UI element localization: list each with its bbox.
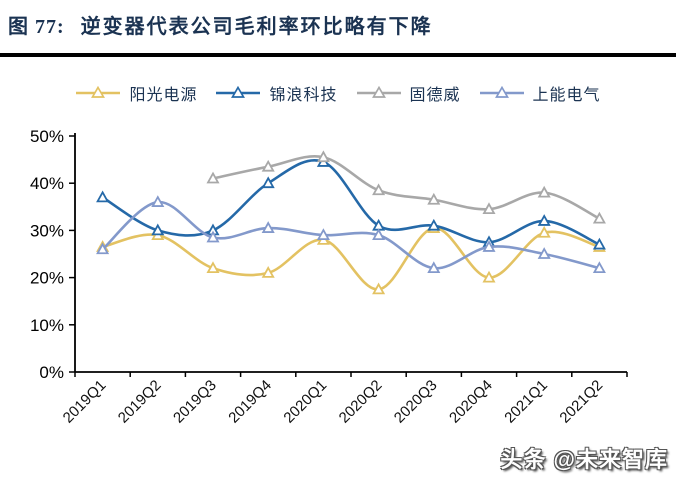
legend-swatch-icon xyxy=(216,86,261,98)
series-line-1 xyxy=(101,159,600,246)
data-point-marker xyxy=(427,261,441,274)
legend-label: 锦浪科技 xyxy=(269,87,338,104)
legend-item-2: 固德威 xyxy=(356,81,461,105)
data-point-marker xyxy=(592,261,606,274)
data-point-marker xyxy=(316,228,330,241)
chart-legend: 阳光电源 锦浪科技 固德威 上能电气 xyxy=(0,79,676,107)
series-line-2 xyxy=(212,155,600,220)
data-point-marker xyxy=(151,223,165,236)
y-tick-label-0%: 0% xyxy=(39,363,64,382)
data-point-marker xyxy=(372,183,386,196)
y-tick-label-40%: 40% xyxy=(30,174,64,193)
watermark: 头条 @未来智库 xyxy=(500,447,668,472)
data-point-marker xyxy=(427,218,441,231)
x-tick-label-2020Q4: 2020Q4 xyxy=(446,377,496,427)
legend-item-1: 锦浪科技 xyxy=(215,81,337,105)
legend-item-0: 阳光电源 xyxy=(75,81,197,105)
data-point-marker xyxy=(261,221,275,233)
x-tick-label-2020Q1: 2020Q1 xyxy=(280,377,330,427)
legend-label: 固德威 xyxy=(409,87,461,104)
x-tick-label-2019Q2: 2019Q2 xyxy=(115,377,165,427)
x-tick-label-2019Q1: 2019Q1 xyxy=(60,377,110,427)
data-point-marker xyxy=(261,176,275,189)
x-tick-label-2020Q3: 2020Q3 xyxy=(391,377,441,427)
line-chart: 0% 10% 20% 30% 40% 50% 2019Q1 2019Q2 2019Q3 2019Q… xyxy=(30,127,628,427)
legend-label: 阳光电源 xyxy=(129,87,198,104)
data-point-marker xyxy=(96,242,110,255)
data-point-marker xyxy=(372,228,386,241)
x-tick-label-2019Q4: 2019Q4 xyxy=(225,377,275,427)
legend-swatch-icon xyxy=(356,86,401,98)
title-divider xyxy=(0,53,676,57)
figure-number: 图 77: xyxy=(8,16,65,38)
data-point-marker xyxy=(537,247,551,259)
data-point-marker xyxy=(537,185,551,198)
y-tick-label-20%: 20% xyxy=(30,269,64,288)
legend-swatch-icon xyxy=(479,86,524,98)
data-point-marker xyxy=(372,282,386,295)
figure-title: 图 77: 逆变器代表公司毛利率环比略有下降 xyxy=(8,10,668,39)
data-point-marker xyxy=(261,266,275,278)
legend-label: 上能电气 xyxy=(532,87,601,104)
legend-item-3: 上能电气 xyxy=(479,81,601,105)
data-point-marker xyxy=(96,190,110,203)
data-point-marker xyxy=(482,270,496,283)
data-point-marker xyxy=(482,202,496,215)
legend-swatch-icon xyxy=(76,86,121,98)
figure-title-text: 逆变器代表公司毛利率环比略有下降 xyxy=(80,16,433,38)
x-tick-label-2021Q1: 2021Q1 xyxy=(501,377,551,427)
x-tick-label-2019Q3: 2019Q3 xyxy=(170,377,220,427)
data-point-marker xyxy=(206,230,220,243)
data-point-marker xyxy=(537,214,551,226)
y-tick-label-30%: 30% xyxy=(30,221,64,240)
y-tick-label-10%: 10% xyxy=(30,316,64,335)
data-point-marker xyxy=(482,240,496,252)
data-point-marker xyxy=(592,237,606,250)
series-line-0 xyxy=(102,226,600,291)
series-上能电气 xyxy=(96,195,606,274)
data-point-marker xyxy=(206,261,220,274)
data-point-marker xyxy=(206,171,220,184)
series-line-3 xyxy=(101,200,600,270)
data-point-marker xyxy=(316,150,330,163)
series-固德威 xyxy=(206,150,606,224)
data-point-marker xyxy=(537,225,551,238)
y-tick-label-50%: 50% xyxy=(30,127,64,146)
data-point-marker xyxy=(592,211,606,224)
x-tick-label-2021Q2: 2021Q2 xyxy=(556,377,606,427)
data-point-marker xyxy=(151,195,165,207)
data-point-marker xyxy=(427,192,441,205)
x-tick-label-2020Q2: 2020Q2 xyxy=(336,377,386,427)
data-point-marker xyxy=(261,159,275,172)
